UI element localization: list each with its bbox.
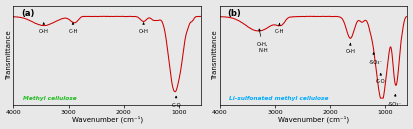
Text: Methyl cellulose: Methyl cellulose bbox=[23, 96, 76, 101]
X-axis label: Wavenumber (cm⁻¹): Wavenumber (cm⁻¹) bbox=[278, 116, 349, 123]
Text: (b): (b) bbox=[228, 9, 241, 18]
Text: C-H: C-H bbox=[275, 23, 284, 34]
Text: O-H,
N-H: O-H, N-H bbox=[257, 29, 268, 53]
Text: C-O: C-O bbox=[375, 73, 385, 84]
Y-axis label: Transmittance: Transmittance bbox=[6, 31, 12, 80]
Text: -SO₃⁻: -SO₃⁻ bbox=[388, 94, 402, 107]
Text: C-O: C-O bbox=[171, 96, 181, 108]
Y-axis label: Transmittance: Transmittance bbox=[212, 31, 218, 80]
Text: O-H: O-H bbox=[39, 23, 49, 34]
Text: O-H: O-H bbox=[139, 23, 149, 34]
Text: C-H: C-H bbox=[68, 23, 78, 34]
X-axis label: Wavenumber (cm⁻¹): Wavenumber (cm⁻¹) bbox=[71, 116, 143, 123]
Text: (a): (a) bbox=[21, 9, 34, 18]
Text: O-H: O-H bbox=[345, 43, 355, 54]
Text: Li-sulfonated methyl cellulose: Li-sulfonated methyl cellulose bbox=[229, 96, 329, 101]
Text: -SO₃⁻: -SO₃⁻ bbox=[368, 53, 382, 65]
